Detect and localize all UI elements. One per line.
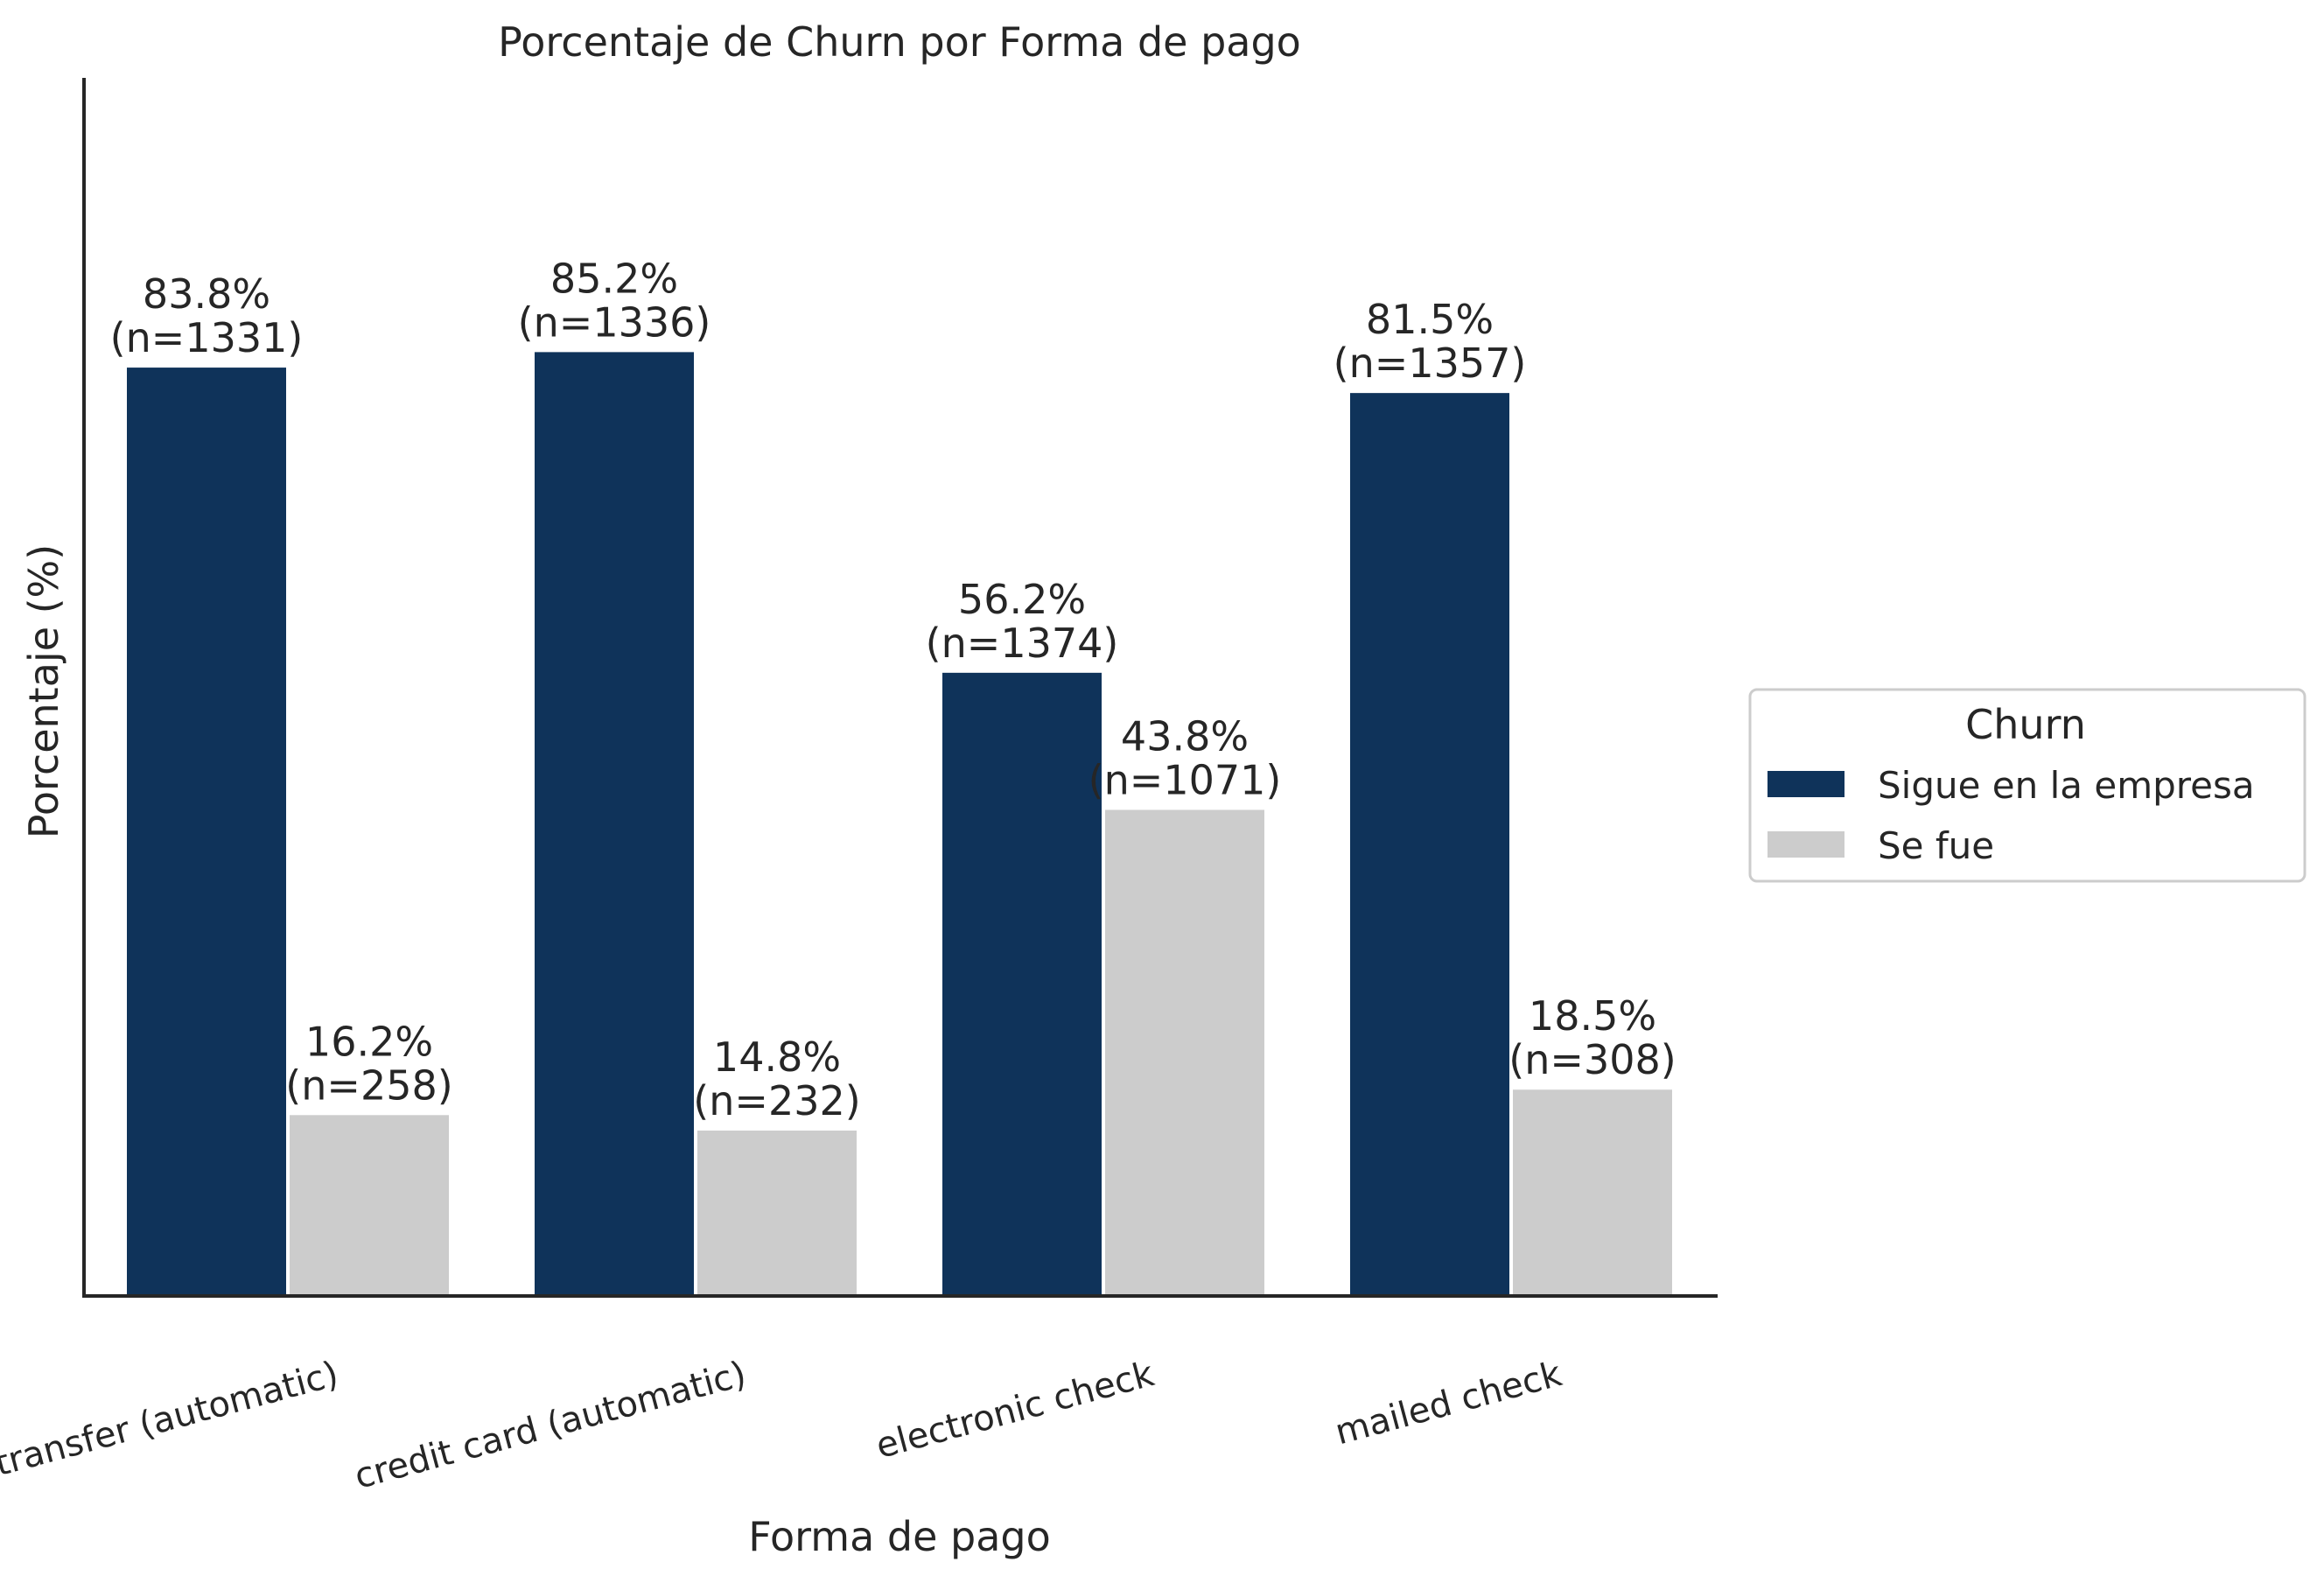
data-label-count: (n=308)	[1508, 1036, 1676, 1083]
x-tick-label: credit card (automatic)	[350, 1354, 750, 1497]
x-tick-label: electronic check	[872, 1354, 1158, 1467]
data-label-count: (n=1336)	[518, 298, 711, 346]
legend-title: Churn	[1965, 701, 2086, 748]
bar-mailed-check-se-fue	[1513, 1089, 1672, 1294]
legend: Churn Sigue en la empresa Se fue	[1748, 688, 2306, 883]
y-axis-label: Porcentaje (%)	[20, 544, 67, 838]
data-label-count: (n=258)	[285, 1061, 452, 1109]
bar-group	[127, 352, 1672, 1294]
chart-title: Porcentaje de Churn por Forma de pago	[498, 18, 1301, 66]
data-label-count: (n=232)	[693, 1077, 860, 1124]
bar-credit-card-automatic-se-fue	[697, 1130, 857, 1294]
data-label-count: (n=1071)	[1088, 757, 1282, 804]
bar-label-group: 83.8%(n=1331) 16.2%(n=258) 85.2%(n=1336) 14…	[110, 255, 1676, 1124]
x-tick-label: mailed check	[1331, 1354, 1566, 1453]
data-label-count: (n=1374)	[926, 620, 1119, 667]
data-label-percent: 81.5%	[1366, 296, 1494, 343]
data-label-percent: 83.8%	[143, 270, 270, 318]
data-label-percent: 18.5%	[1529, 992, 1656, 1040]
bar-electronic-check-se-fue	[1105, 809, 1264, 1294]
x-tick-group: bank transfer (automatic)credit card (au…	[0, 1354, 1566, 1509]
data-label-percent: 43.8%	[1121, 713, 1249, 760]
bar-bank-transfer-automatic-sigue-en-la-empresa	[127, 368, 286, 1294]
bar-bank-transfer-automatic-se-fue	[290, 1115, 449, 1294]
legend-label-sigue: Sigue en la empresa	[1878, 764, 2255, 807]
x-axis-label: Forma de pago	[748, 1513, 1051, 1560]
bar-credit-card-automatic-sigue-en-la-empresa	[535, 352, 694, 1294]
data-label-percent: 56.2%	[958, 576, 1086, 623]
legend-swatch-sigue	[1768, 771, 1844, 797]
data-label-percent: 85.2%	[550, 255, 678, 302]
data-label-count: (n=1331)	[110, 314, 304, 361]
data-label-percent: 16.2%	[305, 1018, 433, 1065]
bar-electronic-check-sigue-en-la-empresa	[942, 672, 1102, 1294]
data-label-count: (n=1357)	[1334, 340, 1527, 387]
data-label-percent: 14.8%	[713, 1033, 841, 1081]
legend-label-se-fue: Se fue	[1878, 824, 1994, 867]
legend-frame	[1748, 688, 2306, 883]
legend-swatch-se-fue	[1768, 831, 1844, 858]
bar-mailed-check-sigue-en-la-empresa	[1350, 393, 1509, 1294]
x-tick-label: bank transfer (automatic)	[0, 1354, 343, 1509]
